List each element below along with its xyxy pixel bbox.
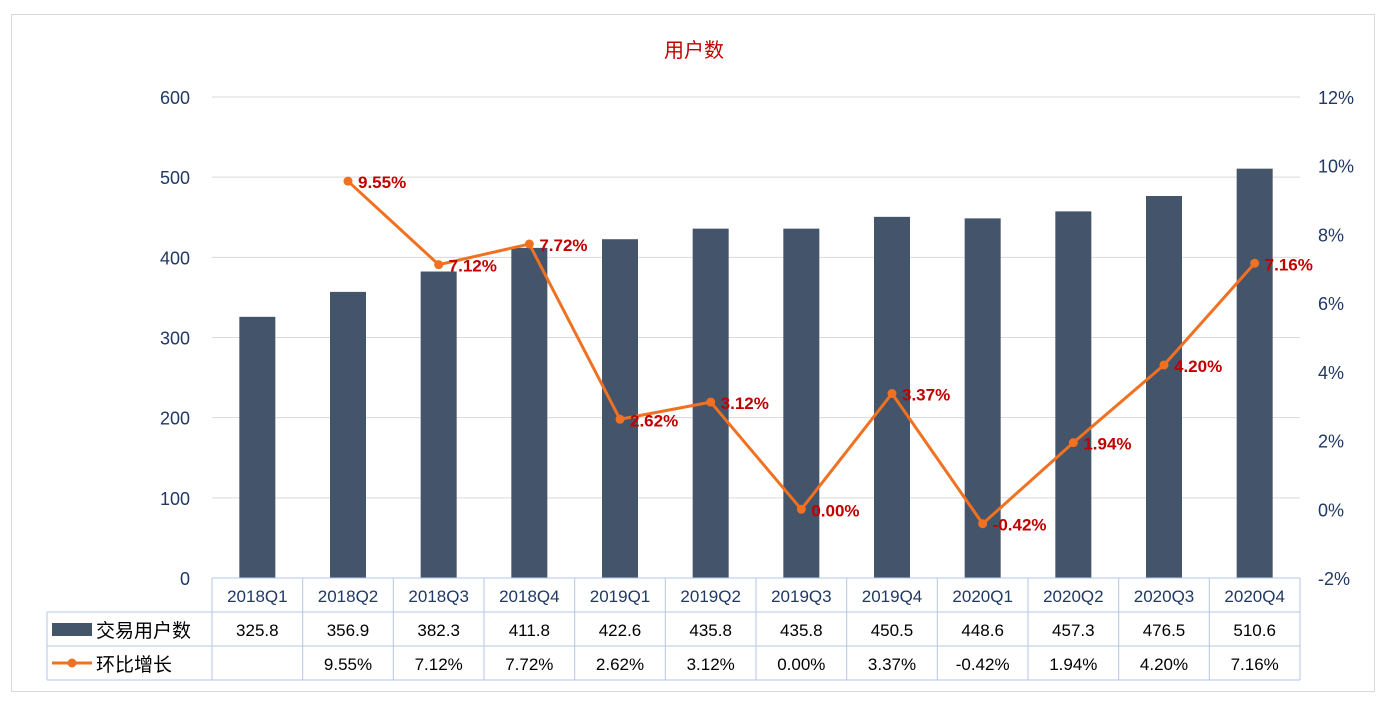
line-point bbox=[887, 389, 897, 399]
table-cell-growth: 2.62% bbox=[596, 655, 644, 674]
x-tick-label: 2019Q3 bbox=[771, 587, 832, 606]
x-tick-label: 2018Q2 bbox=[318, 587, 379, 606]
data-label: 9.55% bbox=[358, 173, 406, 192]
line-point bbox=[343, 176, 353, 186]
table-cell-users: 450.5 bbox=[871, 621, 914, 640]
line-point bbox=[615, 414, 625, 424]
table-cell-users: 448.6 bbox=[961, 621, 1004, 640]
y-tick-label-right: 8% bbox=[1318, 225, 1344, 245]
line-point bbox=[796, 504, 806, 514]
y-tick-label-left: 400 bbox=[160, 248, 190, 268]
bar bbox=[964, 218, 1001, 579]
bar bbox=[783, 228, 820, 578]
table-cell-growth: 4.20% bbox=[1140, 655, 1188, 674]
data-label: 2.62% bbox=[630, 411, 678, 430]
bar bbox=[1236, 168, 1273, 578]
line-point bbox=[706, 397, 716, 407]
bar bbox=[420, 271, 457, 578]
table-cell-growth: 7.12% bbox=[415, 655, 463, 674]
table-cell-growth: 1.94% bbox=[1049, 655, 1097, 674]
y-tick-label-left: 0 bbox=[180, 569, 190, 589]
table-cell-growth: 3.37% bbox=[868, 655, 916, 674]
line-point bbox=[978, 519, 988, 529]
table-cell-growth: 7.72% bbox=[505, 655, 553, 674]
y-tick-label-right: 6% bbox=[1318, 294, 1344, 314]
bar bbox=[1055, 211, 1092, 578]
table-cell-growth: 3.12% bbox=[687, 655, 735, 674]
table-cell-growth: 9.55% bbox=[324, 655, 372, 674]
legend-bar-label: 交易用户数 bbox=[96, 620, 191, 642]
y-tick-label-left: 200 bbox=[160, 409, 190, 429]
table-cell-users: 411.8 bbox=[509, 621, 550, 640]
data-label: -0.42% bbox=[993, 516, 1047, 535]
x-tick-label: 2019Q2 bbox=[680, 587, 741, 606]
line-point bbox=[524, 239, 534, 249]
table-cell-users: 325.8 bbox=[236, 621, 279, 640]
x-tick-label: 2019Q1 bbox=[590, 587, 651, 606]
data-label: 0.00% bbox=[811, 501, 859, 520]
bar bbox=[1146, 196, 1182, 578]
y-tick-label-right: 12% bbox=[1318, 88, 1354, 108]
x-tick-label: 2018Q3 bbox=[408, 587, 469, 606]
table-cell-users: 457.3 bbox=[1052, 621, 1095, 640]
y-tick-label-right: 10% bbox=[1318, 157, 1354, 177]
data-label: 7.72% bbox=[539, 236, 587, 255]
bar bbox=[602, 239, 638, 578]
legend-line-marker bbox=[67, 658, 77, 668]
table-cell-users: 476.5 bbox=[1143, 621, 1186, 640]
table-cell-growth: -0.42% bbox=[956, 655, 1010, 674]
y-tick-label-right: 2% bbox=[1318, 432, 1344, 452]
table-cell-users: 382.3 bbox=[417, 621, 460, 640]
y-tick-label-right: 4% bbox=[1318, 363, 1344, 383]
table-cell-users: 510.6 bbox=[1233, 621, 1276, 640]
table-cell-users: 356.9 bbox=[327, 621, 370, 640]
data-label: 3.37% bbox=[902, 386, 950, 405]
data-label: 7.12% bbox=[449, 257, 497, 276]
chart-title: 用户数 bbox=[664, 38, 724, 62]
data-label: 4.20% bbox=[1174, 357, 1222, 376]
y-tick-label-left: 600 bbox=[160, 88, 190, 108]
y-tick-label-left: 500 bbox=[160, 168, 190, 188]
table-cell-users: 435.8 bbox=[780, 621, 823, 640]
legend-bar-swatch bbox=[52, 623, 92, 636]
bar bbox=[239, 316, 276, 578]
line-point bbox=[1159, 360, 1169, 370]
bar bbox=[330, 291, 366, 578]
y-tick-label-left: 300 bbox=[160, 329, 190, 349]
x-tick-label: 2020Q1 bbox=[952, 587, 1013, 606]
data-label: 3.12% bbox=[721, 394, 769, 413]
x-tick-label: 2019Q4 bbox=[862, 587, 923, 606]
line-point bbox=[1250, 258, 1260, 268]
y-tick-label-right: -2% bbox=[1318, 569, 1350, 589]
y-tick-label-right: 0% bbox=[1318, 500, 1344, 520]
bar bbox=[511, 247, 548, 579]
x-tick-label: 2018Q1 bbox=[227, 587, 288, 606]
data-label: 7.16% bbox=[1265, 255, 1313, 274]
table-cell-users: 422.6 bbox=[599, 621, 642, 640]
table-cell-growth: 0.00% bbox=[777, 655, 825, 674]
line-point bbox=[1068, 438, 1078, 448]
table-cell-users: 435.8 bbox=[689, 621, 732, 640]
x-tick-label: 2020Q4 bbox=[1224, 587, 1285, 606]
data-label: 1.94% bbox=[1083, 435, 1131, 454]
y-tick-label-left: 100 bbox=[160, 489, 190, 509]
line-point bbox=[434, 260, 444, 270]
x-tick-label: 2018Q4 bbox=[499, 587, 560, 606]
legend-line-label: 环比增长 bbox=[96, 654, 172, 676]
table-cell-growth: 7.16% bbox=[1231, 655, 1279, 674]
x-tick-label: 2020Q2 bbox=[1043, 587, 1104, 606]
x-tick-label: 2020Q3 bbox=[1134, 587, 1195, 606]
